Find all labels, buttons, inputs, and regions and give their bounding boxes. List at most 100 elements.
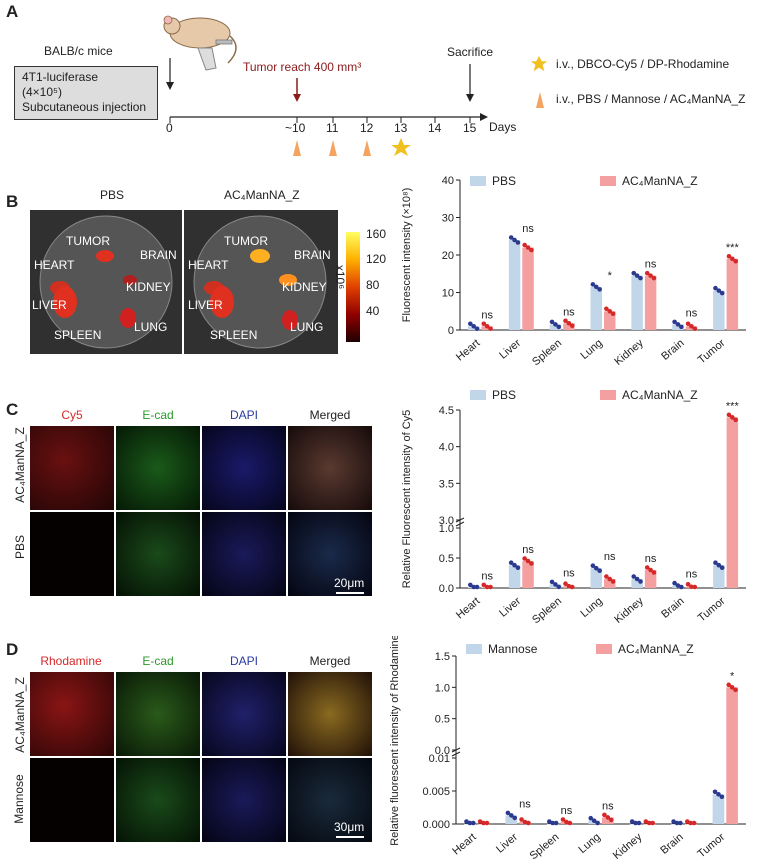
bar-lung-1 <box>604 579 616 588</box>
point-tumor-0-1 <box>716 288 722 293</box>
point-spleen-0-1 <box>553 582 558 587</box>
point-heart-1-0 <box>481 582 487 588</box>
chart-d: Mannose AC₄ManNA_Z Relative fluorescent in… <box>389 636 746 862</box>
point-lung-0-2 <box>595 820 600 826</box>
y-tick-label-1: 10 <box>442 288 454 300</box>
tile-c-ecad-2 <box>116 512 200 596</box>
point-brain-1-2 <box>691 820 697 826</box>
x-tick-label-brain: Brain <box>658 831 685 857</box>
organ-spleen-2: SPLEEN <box>210 328 258 342</box>
y-tick-label-2: 0.01 <box>429 753 450 765</box>
point-tumor-0-2 <box>719 794 725 800</box>
point-liver-0-2 <box>515 240 521 245</box>
annotation-kidney: ns <box>645 553 657 565</box>
point-liver-1-1 <box>525 558 531 564</box>
point-spleen-1-0 <box>560 817 566 822</box>
point-kidney-0-2 <box>638 579 643 584</box>
point-brain-1-2 <box>692 326 698 332</box>
point-tumor-1-0 <box>726 682 732 688</box>
point-kidney-0-0 <box>631 270 637 276</box>
box-line-3: Subcutaneous injection <box>22 100 147 114</box>
x-tick-label-lung: Lung <box>578 595 604 620</box>
point-spleen-1-0 <box>563 581 568 586</box>
legend-swatch-1 <box>596 644 612 654</box>
y-tick-label-3: 3.0 <box>439 515 454 527</box>
image-label-pbs: PBS <box>100 188 125 202</box>
colorbar-tick-40: 40 <box>366 304 380 318</box>
point-brain-1-1 <box>689 584 694 590</box>
point-tumor-0-1 <box>716 562 722 568</box>
organ-tumor-2: TUMOR <box>224 234 268 248</box>
organ-liver-2: LIVER <box>188 298 223 312</box>
point-lung-1-2 <box>608 817 614 823</box>
point-tumor-0-1 <box>716 792 721 797</box>
box-line-2: (4×10⁵) <box>22 85 62 99</box>
legend-swatch-1 <box>600 176 616 186</box>
point-brain-0-2 <box>678 820 683 826</box>
y-tick-label-1: 0.005 <box>422 786 450 798</box>
channel-dapi: DAPI <box>229 408 258 422</box>
bar-liver-1 <box>522 247 534 330</box>
point-lung-0-2 <box>597 287 602 292</box>
ivis-overlays <box>39 215 327 349</box>
point-lung-0-1 <box>591 818 597 823</box>
x-tick-label-tumor: Tumor <box>696 595 728 625</box>
colorbar-tick-80: 80 <box>366 278 380 292</box>
chart-b: PBS AC₄ManNA_Z Fluorescent intensity (×10⁸… <box>401 174 746 368</box>
day-15: 15 <box>463 121 477 135</box>
x-tick-label-brain: Brain <box>659 337 686 363</box>
row-label-c2: PBS <box>13 535 27 560</box>
tile-c-dapi-2 <box>202 512 286 596</box>
scale-bar-c <box>336 592 364 594</box>
bar-tumor-0 <box>712 794 725 824</box>
point-spleen-0-0 <box>549 579 555 585</box>
point-heart-0-1 <box>471 584 476 590</box>
day-13: 13 <box>394 121 408 135</box>
point-heart-0-2 <box>474 584 480 590</box>
x-tick-label-spleen: Spleen <box>530 337 564 368</box>
annotation-tumor: *** <box>726 400 740 412</box>
x-tick-label-kidney: Kidney <box>612 337 646 368</box>
channel-cy5: Cy5 <box>61 408 83 422</box>
tile-d-rho-1 <box>30 672 114 756</box>
channel-merged: Merged <box>309 408 351 422</box>
point-liver-1-2 <box>529 247 534 253</box>
y-tick-label-0: 0.0 <box>439 583 454 595</box>
x-tick-label-heart: Heart <box>454 337 482 363</box>
point-lung-1-2 <box>610 579 616 584</box>
annotation-tumor: * <box>730 670 735 682</box>
point-lung-0-1 <box>593 565 599 571</box>
x-tick-label-liver: Liver <box>494 831 520 856</box>
row-label-d1: AC₄ManNA_Z <box>13 677 27 753</box>
bar-lung-1 <box>604 311 616 330</box>
injection-box <box>14 66 158 120</box>
y-tick-label-0: 0 <box>448 325 454 337</box>
point-liver-0-0 <box>508 235 514 240</box>
tile-d-dapi-1 <box>202 672 286 756</box>
point-tumor-0-0 <box>713 560 718 565</box>
point-lung-1-1 <box>607 308 613 314</box>
point-spleen-0-1 <box>553 322 558 327</box>
channel-ecad: E-cad <box>142 408 174 422</box>
panel-label-b: B <box>6 192 19 211</box>
bar-liver-0 <box>505 815 518 824</box>
legend-swatch-0 <box>470 390 486 400</box>
star-icon <box>391 138 411 156</box>
point-lung-0-0 <box>590 563 596 568</box>
colorbar-tick-160: 160 <box>366 227 387 241</box>
bar-kidney-0 <box>631 579 643 588</box>
organ-kidney: KIDNEY <box>126 280 171 294</box>
point-kidney-1-1 <box>648 567 653 573</box>
point-brain-0-2 <box>679 584 684 590</box>
x-tick-label-brain: Brain <box>659 595 686 621</box>
y-tick-label-4: 0.5 <box>435 714 450 726</box>
mice-label: BALB/c mice <box>44 44 113 58</box>
annotation-liver: ns <box>522 223 534 235</box>
tumor-label: Tumor reach 400 mm³ <box>243 60 362 74</box>
point-spleen-1-2 <box>569 323 575 329</box>
organ-kidney-2: KIDNEY <box>282 280 327 294</box>
point-spleen-0-2 <box>553 820 559 826</box>
annotation-heart: ns <box>481 570 493 582</box>
annotation-heart: ns <box>481 309 493 321</box>
y-tick-label-1: 0.5 <box>439 553 454 565</box>
